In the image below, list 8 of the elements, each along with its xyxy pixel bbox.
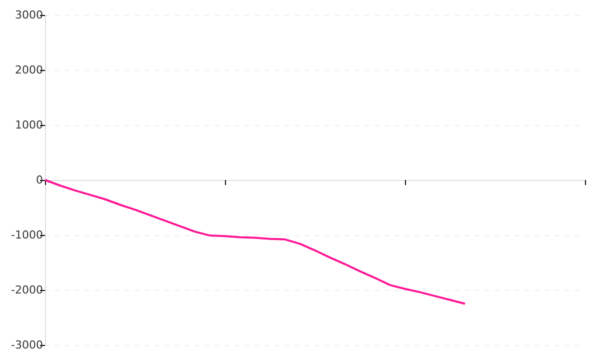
line-series [44,179,466,305]
y-tick-label: 3000 [15,8,43,22]
y-tick-label: 2000 [15,64,43,76]
y-tick-label: 1000 [15,118,43,132]
y-tick-label: -2000 [11,284,43,296]
y-tick-label: -1000 [11,228,43,242]
y-tick-label: -3000 [11,338,43,352]
y-tick-label: 0 [36,174,43,186]
